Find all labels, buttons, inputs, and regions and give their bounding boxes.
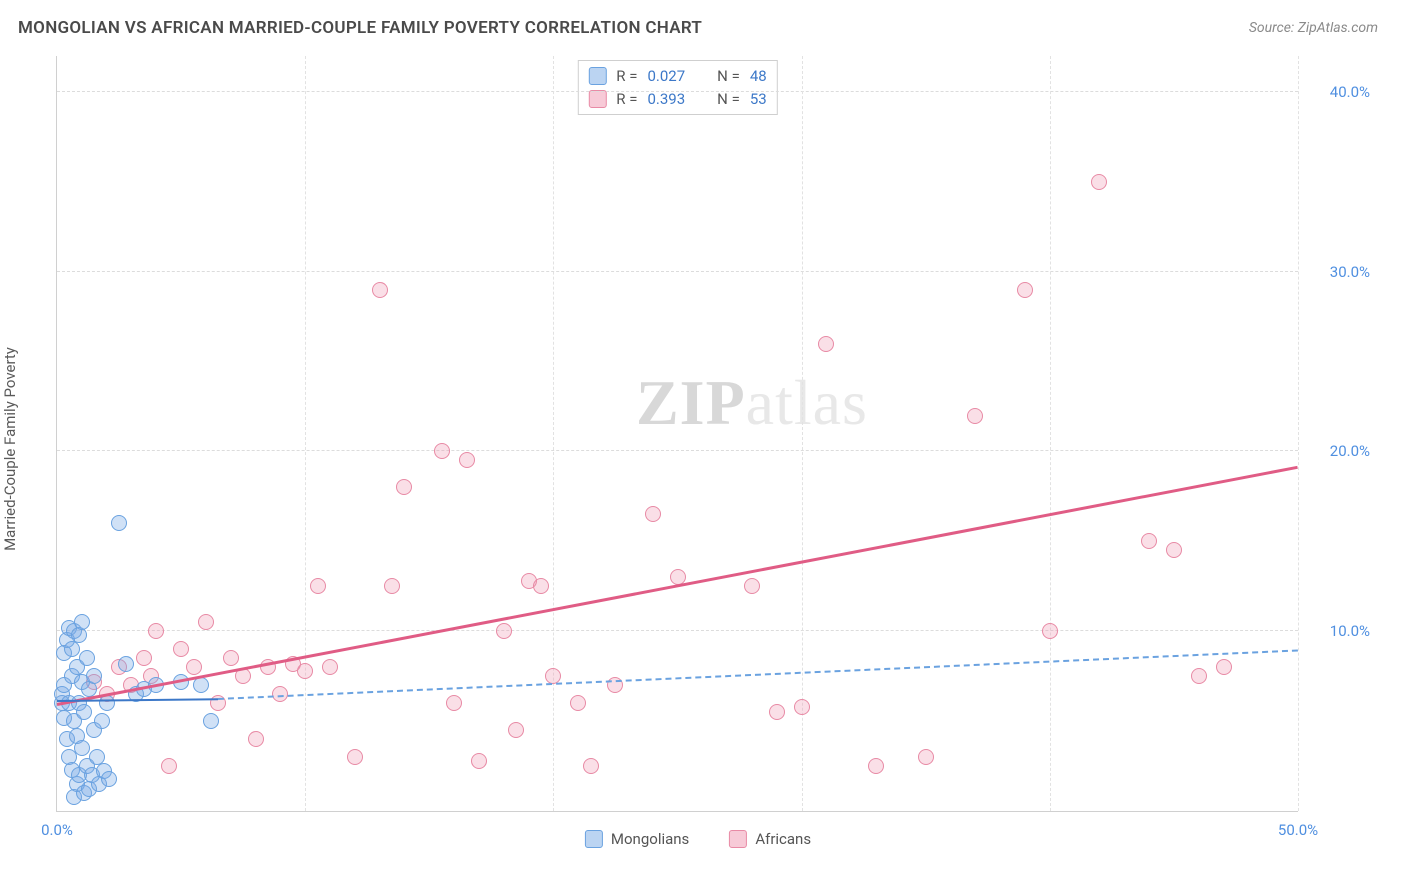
source-prefix: Source:: [1249, 20, 1298, 36]
stats-row-mongolians: R = 0.027 N = 48: [588, 65, 766, 88]
n-label-1: N =: [717, 65, 740, 88]
marker-african: [161, 758, 177, 774]
marker-mongolian: [101, 771, 117, 787]
x-tick-label: 0.0%: [41, 821, 73, 839]
gridline-v: [305, 56, 306, 811]
legend-item-mongolians: Mongolians: [585, 830, 689, 848]
marker-african: [322, 659, 338, 675]
y-tick-label: 30.0%: [1330, 263, 1370, 281]
legend-item-africans: Africans: [729, 830, 811, 848]
gridline-v: [553, 56, 554, 811]
trend-line: [218, 649, 1298, 700]
marker-african: [310, 578, 326, 594]
marker-african: [198, 614, 214, 630]
marker-african: [248, 731, 264, 747]
gridline-v: [1050, 56, 1051, 811]
marker-african: [1141, 533, 1157, 549]
n-val-1: 48: [750, 65, 767, 88]
marker-mongolian: [118, 656, 134, 672]
trend-line: [57, 466, 1299, 706]
gridline-v: [802, 56, 803, 811]
marker-mongolian: [74, 740, 90, 756]
legend-label-africans: Africans: [755, 830, 811, 848]
watermark: ZIPatlas: [636, 366, 868, 440]
y-tick-label: 10.0%: [1330, 622, 1370, 640]
swatch-blue-icon: [588, 67, 606, 85]
marker-african: [297, 663, 313, 679]
x-tick-label: 50.0%: [1278, 821, 1318, 839]
legend-label-mongolians: Mongolians: [611, 830, 689, 848]
marker-african: [645, 506, 661, 522]
marker-african: [136, 650, 152, 666]
marker-african: [508, 722, 524, 738]
y-axis-title: Married-Couple Family Poverty: [1, 347, 19, 551]
marker-african: [1017, 282, 1033, 298]
marker-african: [173, 641, 189, 657]
marker-african: [471, 753, 487, 769]
stats-box: R = 0.027 N = 48 R = 0.393 N = 53: [577, 60, 777, 115]
marker-african: [186, 659, 202, 675]
marker-mongolian: [64, 641, 80, 657]
marker-african: [918, 749, 934, 765]
plot-area: ZIPatlas R = 0.027 N = 48 R = 0.393 N = …: [56, 56, 1298, 812]
marker-african: [868, 758, 884, 774]
r-label-1: R =: [616, 65, 637, 88]
marker-african: [496, 623, 512, 639]
source-credit: Source: ZipAtlas.com: [1249, 20, 1378, 36]
marker-african: [794, 699, 810, 715]
marker-mongolian: [76, 704, 92, 720]
watermark-zip: ZIP: [636, 367, 746, 438]
marker-mongolian: [74, 614, 90, 630]
marker-african: [967, 408, 983, 424]
marker-african: [744, 578, 760, 594]
marker-mongolian: [94, 713, 110, 729]
swatch-pink-icon: [588, 90, 606, 108]
marker-african: [384, 578, 400, 594]
legend-swatch-pink-icon: [729, 830, 747, 848]
gridline-h: [57, 271, 1298, 272]
y-tick-label: 40.0%: [1330, 83, 1370, 101]
marker-african: [347, 749, 363, 765]
marker-african: [1216, 659, 1232, 675]
marker-mongolian: [86, 668, 102, 684]
marker-african: [223, 650, 239, 666]
chart-container: Married-Couple Family Poverty ZIPatlas R…: [18, 56, 1378, 842]
marker-mongolian: [79, 650, 95, 666]
r-val-1: 0.027: [647, 65, 685, 88]
legend-swatch-blue-icon: [585, 830, 603, 848]
marker-african: [570, 695, 586, 711]
watermark-rest: atlas: [746, 367, 868, 438]
marker-african: [1191, 668, 1207, 684]
legend-bottom: Mongolians Africans: [585, 830, 811, 848]
marker-african: [769, 704, 785, 720]
marker-african: [148, 623, 164, 639]
marker-african: [1042, 623, 1058, 639]
gridline-v: [1298, 56, 1299, 811]
marker-african: [396, 479, 412, 495]
gridline-h: [57, 91, 1298, 92]
marker-african: [372, 282, 388, 298]
chart-header: MONGOLIAN VS AFRICAN MARRIED-COUPLE FAMI…: [0, 0, 1406, 46]
source-name: ZipAtlas.com: [1298, 20, 1378, 36]
marker-african: [583, 758, 599, 774]
marker-african: [459, 452, 475, 468]
gridline-h: [57, 630, 1298, 631]
marker-african: [1166, 542, 1182, 558]
marker-african: [533, 578, 549, 594]
marker-african: [446, 695, 462, 711]
marker-mongolian: [203, 713, 219, 729]
gridline-h: [57, 450, 1298, 451]
chart-title: MONGOLIAN VS AFRICAN MARRIED-COUPLE FAMI…: [18, 18, 702, 38]
marker-mongolian: [111, 515, 127, 531]
y-tick-label: 20.0%: [1330, 442, 1370, 460]
marker-african: [818, 336, 834, 352]
marker-african: [434, 443, 450, 459]
marker-african: [1091, 174, 1107, 190]
